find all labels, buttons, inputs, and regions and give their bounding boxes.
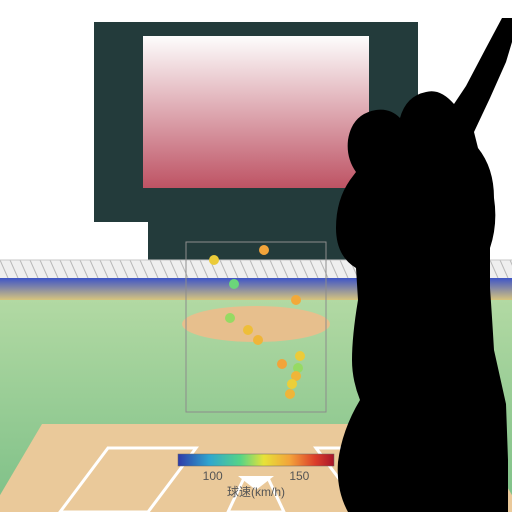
pitch-point bbox=[291, 295, 301, 305]
pitch-point bbox=[209, 255, 219, 265]
colorbar bbox=[178, 454, 334, 466]
pitch-point bbox=[225, 313, 235, 323]
scoreboard-screen bbox=[143, 36, 369, 188]
pitch-point bbox=[287, 379, 297, 389]
pitch-point bbox=[277, 359, 287, 369]
pitch-point bbox=[285, 389, 295, 399]
colorbar-label: 球速(km/h) bbox=[227, 485, 285, 499]
pitch-point bbox=[295, 351, 305, 361]
pitch-point bbox=[229, 279, 239, 289]
colorbar-tick: 150 bbox=[289, 469, 309, 483]
pitch-point bbox=[259, 245, 269, 255]
pitch-point bbox=[253, 335, 263, 345]
pitch-point bbox=[243, 325, 253, 335]
colorbar-tick: 100 bbox=[203, 469, 223, 483]
